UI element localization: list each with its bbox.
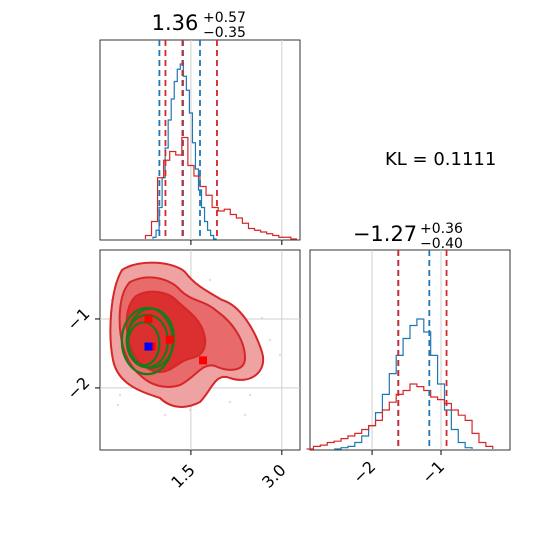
ytick-label: −1 xyxy=(63,304,93,334)
param1-minus: −0.35 xyxy=(203,25,246,41)
blue-point xyxy=(144,342,153,351)
hist-param2-series xyxy=(306,318,494,450)
hist-param1-quantiles xyxy=(158,40,218,240)
hist-param2-xticks: −2 −1 xyxy=(349,450,448,487)
red-point xyxy=(144,314,153,323)
joint-xticks: 1.5 3.0 xyxy=(167,450,290,492)
param1-title: 1.36 xyxy=(152,11,199,35)
param2-plus: +0.36 xyxy=(420,221,463,237)
joint-panel: −1 −2 1.5 3.0 xyxy=(63,249,301,492)
kl-value: KL = 0.1111 xyxy=(385,149,496,170)
hist-red-line xyxy=(306,383,494,450)
param1-plus: +0.57 xyxy=(203,10,246,26)
hist-param1-grid xyxy=(190,40,283,245)
ytick-label: −2 xyxy=(63,373,93,403)
joint-density xyxy=(109,261,282,417)
hist-blue-line xyxy=(334,318,473,450)
xtick-label: 1.5 xyxy=(167,460,198,491)
green-contour xyxy=(126,307,176,370)
red-point xyxy=(165,335,174,344)
xtick-label: −2 xyxy=(349,457,379,487)
hist-param2-quantiles xyxy=(397,250,448,450)
param1-median: 1.36 xyxy=(152,11,199,35)
param2-minus: −0.40 xyxy=(420,236,463,252)
param2-median: −1.27 xyxy=(353,222,417,246)
joint-points xyxy=(144,314,208,365)
hist-param2-panel: −2 −1 −1.27 +0.36 −0.40 xyxy=(306,221,511,487)
xtick-label: −1 xyxy=(418,457,448,487)
joint-yticks: −1 −2 xyxy=(63,304,100,403)
hist-param2-grid xyxy=(371,250,442,450)
hist-param1-panel: 1.36 +0.57 −0.35 xyxy=(99,10,301,245)
param2-title: −1.27 xyxy=(353,222,417,246)
xtick-label: 3.0 xyxy=(258,460,289,491)
red-point xyxy=(199,356,208,365)
hist-param1-series xyxy=(144,63,297,240)
hist-red-line xyxy=(144,136,297,240)
